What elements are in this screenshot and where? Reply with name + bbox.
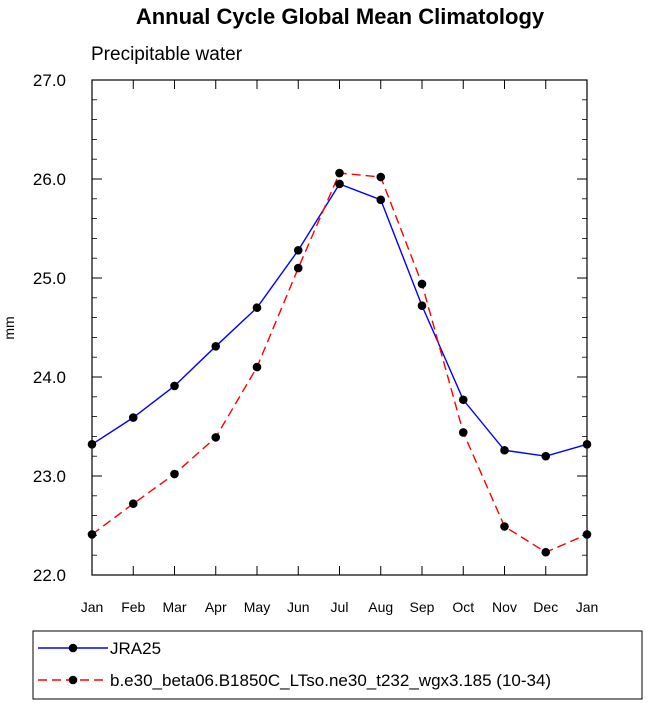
data-point-series-0	[500, 445, 509, 455]
chart-title: Annual Cycle Global Mean Climatology	[136, 4, 545, 29]
data-point-series-1	[170, 469, 179, 479]
data-point-series-0	[170, 381, 179, 391]
x-tick-label: Feb	[121, 599, 145, 615]
chart-subtitle: Precipitable water	[91, 44, 243, 65]
y-tick-label: 26.0	[33, 170, 66, 189]
x-tick-label: Apr	[205, 599, 227, 615]
data-point-series-1	[87, 530, 97, 539]
data-point-series-1	[458, 428, 468, 437]
data-point-series-0	[293, 245, 303, 255]
series-line-1	[91, 172, 588, 554]
data-point-series-1	[128, 499, 138, 509]
x-tick-label: Jun	[287, 599, 310, 615]
y-tick-label: 24.0	[33, 368, 66, 387]
x-tick-label: Nov	[492, 599, 517, 615]
data-point-series-1	[541, 547, 551, 557]
legend-marker-0	[68, 643, 78, 653]
x-tick-label: Jan	[81, 599, 104, 615]
data-point-series-0	[417, 301, 427, 311]
y-tick-label: 25.0	[33, 269, 66, 288]
x-tick-label: May	[244, 599, 270, 615]
data-point-series-0	[87, 440, 97, 449]
data-point-series-1	[335, 168, 344, 178]
data-point-series-0	[376, 195, 386, 205]
x-tick-label: Oct	[452, 599, 474, 615]
legend: JRA25 b.e30_beta06.B1850C_LTso.ne30_t232_…	[32, 630, 643, 700]
x-tick-label: Jul	[331, 599, 349, 615]
data-point-series-0	[211, 342, 221, 351]
x-tick-label: Dec	[533, 599, 558, 615]
y-axis-label: mm	[1, 316, 17, 339]
x-tick-label: Mar	[162, 599, 186, 615]
legend-box	[32, 630, 643, 700]
data-point-series-0	[541, 451, 551, 461]
legend-label-1: b.e30_beta06.B1850C_LTso.ne30_t232_wgx3.…	[110, 671, 551, 690]
data-point-series-0	[458, 395, 468, 405]
data-point-series-1	[252, 362, 262, 372]
x-tick-label: Jan	[576, 599, 599, 615]
data-point-series-1	[376, 172, 386, 182]
data-point-series-1	[582, 530, 592, 539]
x-tick-label: Sep	[410, 599, 435, 615]
data-point-series-1	[293, 263, 303, 273]
data-point-series-0	[335, 179, 344, 189]
data-point-series-1	[417, 279, 427, 289]
data-point-series-0	[582, 440, 592, 449]
legend-label-0: JRA25	[110, 639, 161, 658]
legend-marker-1	[68, 675, 78, 685]
data-point-series-1	[211, 433, 221, 442]
data-point-series-1	[500, 522, 509, 531]
y-tick-label: 27.0	[33, 71, 66, 90]
y-tick-label: 22.0	[33, 566, 66, 585]
x-tick-label: Aug	[368, 599, 393, 615]
series-line-0	[91, 183, 588, 457]
data-point-series-0	[252, 303, 262, 313]
data-point-series-0	[128, 413, 138, 422]
y-tick-label: 23.0	[33, 467, 66, 486]
plot-frame	[91, 79, 588, 576]
